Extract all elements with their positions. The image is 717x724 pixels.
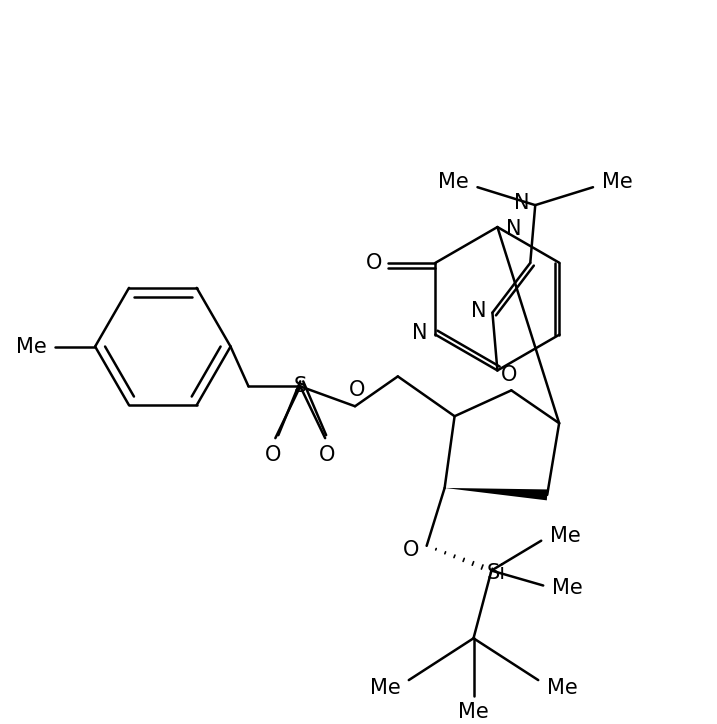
Text: O: O [366, 253, 381, 273]
Text: Me: Me [458, 702, 489, 722]
Text: N: N [505, 219, 521, 239]
Text: Me: Me [369, 678, 400, 698]
Text: Me: Me [550, 526, 581, 546]
Text: N: N [471, 300, 486, 321]
Text: O: O [348, 380, 365, 400]
Text: Me: Me [547, 678, 577, 698]
Text: O: O [319, 445, 336, 465]
Text: Me: Me [602, 172, 632, 193]
Text: Me: Me [438, 172, 469, 193]
Text: O: O [265, 445, 282, 465]
Text: S: S [294, 376, 307, 396]
Text: Me: Me [16, 337, 47, 356]
Text: N: N [513, 193, 529, 213]
Text: Me: Me [552, 578, 582, 599]
Text: Si: Si [487, 563, 506, 583]
Text: N: N [412, 323, 427, 342]
Text: O: O [402, 539, 419, 560]
Polygon shape [445, 488, 548, 500]
Text: O: O [501, 366, 518, 385]
